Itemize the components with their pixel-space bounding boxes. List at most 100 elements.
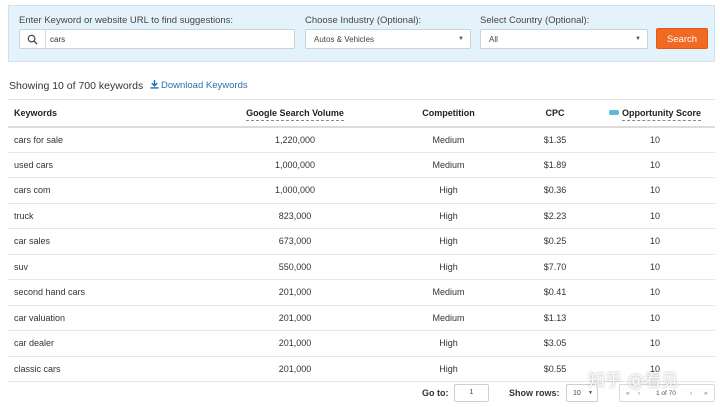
industry-select[interactable]: Autos & Vehicles ▼: [305, 29, 471, 49]
chevron-down-icon: ▼: [458, 36, 464, 42]
competition-cell: High: [382, 228, 515, 255]
search-button[interactable]: Search: [656, 28, 708, 49]
table-row[interactable]: suv 550,000 High $7.70 10: [8, 254, 715, 280]
table-row[interactable]: used cars 1,000,000 Medium $1.89 10: [8, 152, 715, 178]
search-volume-cell: 1,220,000: [208, 126, 382, 153]
prev-page-button[interactable]: ‹: [638, 390, 641, 397]
competition-cell: High: [382, 203, 515, 229]
competition-cell: High: [382, 254, 515, 280]
results-count: Showing 10 of 700 keywords: [9, 80, 144, 92]
download-icon: [150, 80, 159, 89]
cpc-cell: $0.55: [515, 356, 595, 382]
industry-label: Choose Industry (Optional):: [305, 15, 422, 26]
opportunity-score-cell: 10: [595, 177, 715, 204]
search-volume-cell: 1,000,000: [208, 177, 382, 204]
keyword-input-box[interactable]: [19, 29, 295, 49]
opportunity-score-cell: 10: [595, 305, 715, 331]
cpc-cell: $0.41: [515, 279, 595, 306]
competition-cell: High: [382, 330, 515, 357]
rows-value: 10: [573, 390, 581, 397]
search-volume-cell: 201,000: [208, 305, 382, 331]
chevron-down-icon: ▼: [588, 390, 593, 396]
table-row[interactable]: cars com 1,000,000 High $0.36 10: [8, 177, 715, 204]
rows-label: Show rows:: [509, 388, 560, 398]
download-keywords-link[interactable]: Download Keywords: [150, 80, 248, 91]
opportunity-icon: [608, 109, 619, 115]
next-page-button[interactable]: ›: [690, 390, 693, 397]
country-label: Select Country (Optional):: [480, 15, 590, 26]
keyword-cell: car sales: [8, 228, 208, 255]
competition-cell: Medium: [382, 305, 515, 331]
cpc-cell: $0.36: [515, 177, 595, 204]
country-select[interactable]: All ▼: [480, 29, 648, 49]
goto-label: Go to:: [422, 388, 449, 398]
table-header-row: Keywords Google Search Volume Competitio…: [8, 99, 715, 128]
keyword-cell: classic cars: [8, 356, 208, 382]
download-label: Download Keywords: [161, 80, 248, 91]
search-icon: [27, 34, 38, 45]
competition-cell: High: [382, 177, 515, 204]
search-volume-cell: 823,000: [208, 203, 382, 229]
opportunity-score-cell: 10: [595, 279, 715, 306]
opportunity-score-cell: 10: [595, 152, 715, 178]
keyword-cell: car dealer: [8, 330, 208, 357]
keyword-cell: used cars: [8, 152, 208, 178]
country-value: All: [489, 35, 498, 44]
search-volume-cell: 201,000: [208, 330, 382, 357]
keyword-cell: cars for sale: [8, 126, 208, 153]
pagination-nav: « ‹ 1 of 70 › »: [619, 384, 715, 402]
cpc-cell: $1.13: [515, 305, 595, 331]
table-row[interactable]: classic cars 201,000 High $0.55 10: [8, 356, 715, 382]
watermark: 知乎 @看见: [588, 371, 679, 391]
keywords-table: Keywords Google Search Volume Competitio…: [8, 99, 715, 382]
keyword-cell: second hand cars: [8, 279, 208, 306]
opportunity-score-cell: 10: [595, 254, 715, 280]
cpc-cell: $7.70: [515, 254, 595, 280]
competition-cell: Medium: [382, 126, 515, 153]
table-row[interactable]: car dealer 201,000 High $3.05 10: [8, 330, 715, 357]
col-search-volume-label: Google Search Volume: [246, 107, 344, 121]
cpc-cell: $2.23: [515, 203, 595, 229]
search-volume-cell: 201,000: [208, 279, 382, 306]
input-separator: [45, 30, 46, 48]
keyword-label: Enter Keyword or website URL to find sug…: [19, 15, 234, 26]
first-page-button[interactable]: «: [626, 390, 630, 397]
cpc-cell: $0.25: [515, 228, 595, 255]
table-row[interactable]: truck 823,000 High $2.23 10: [8, 203, 715, 229]
industry-value: Autos & Vehicles: [314, 35, 375, 44]
table-row[interactable]: cars for sale 1,220,000 Medium $1.35 10: [8, 126, 715, 153]
competition-cell: High: [382, 356, 515, 382]
opportunity-score-cell: 10: [595, 228, 715, 255]
cpc-cell: $1.89: [515, 152, 595, 178]
col-keywords[interactable]: Keywords: [8, 99, 208, 128]
page-info: 1 of 70: [656, 390, 676, 397]
col-cpc[interactable]: CPC: [515, 99, 595, 128]
cpc-cell: $1.35: [515, 126, 595, 153]
keyword-cell: cars com: [8, 177, 208, 204]
opportunity-score-cell: 10: [595, 203, 715, 229]
opportunity-score-cell: 10: [595, 126, 715, 153]
col-search-volume[interactable]: Google Search Volume: [208, 99, 382, 128]
keyword-cell: suv: [8, 254, 208, 280]
table-row[interactable]: second hand cars 201,000 Medium $0.41 10: [8, 279, 715, 306]
col-opportunity-score[interactable]: Opportunity Score: [595, 99, 715, 128]
search-panel: Enter Keyword or website URL to find sug…: [8, 5, 715, 62]
competition-cell: Medium: [382, 152, 515, 178]
cpc-cell: $3.05: [515, 330, 595, 357]
col-opportunity-label: Opportunity Score: [621, 107, 701, 121]
keyword-cell: truck: [8, 203, 208, 229]
keyword-input[interactable]: [50, 32, 290, 46]
last-page-button[interactable]: »: [704, 390, 708, 397]
chevron-down-icon: ▼: [635, 36, 641, 42]
rows-per-page-select[interactable]: 10 ▼: [566, 384, 598, 402]
search-volume-cell: 201,000: [208, 356, 382, 382]
keyword-cell: car valuation: [8, 305, 208, 331]
search-volume-cell: 1,000,000: [208, 152, 382, 178]
competition-cell: Medium: [382, 279, 515, 306]
col-competition[interactable]: Competition: [382, 99, 515, 128]
table-row[interactable]: car sales 673,000 High $0.25 10: [8, 228, 715, 255]
goto-page-input[interactable]: 1: [454, 384, 489, 402]
table-row[interactable]: car valuation 201,000 Medium $1.13 10: [8, 305, 715, 331]
search-volume-cell: 673,000: [208, 228, 382, 255]
opportunity-score-cell: 10: [595, 330, 715, 357]
